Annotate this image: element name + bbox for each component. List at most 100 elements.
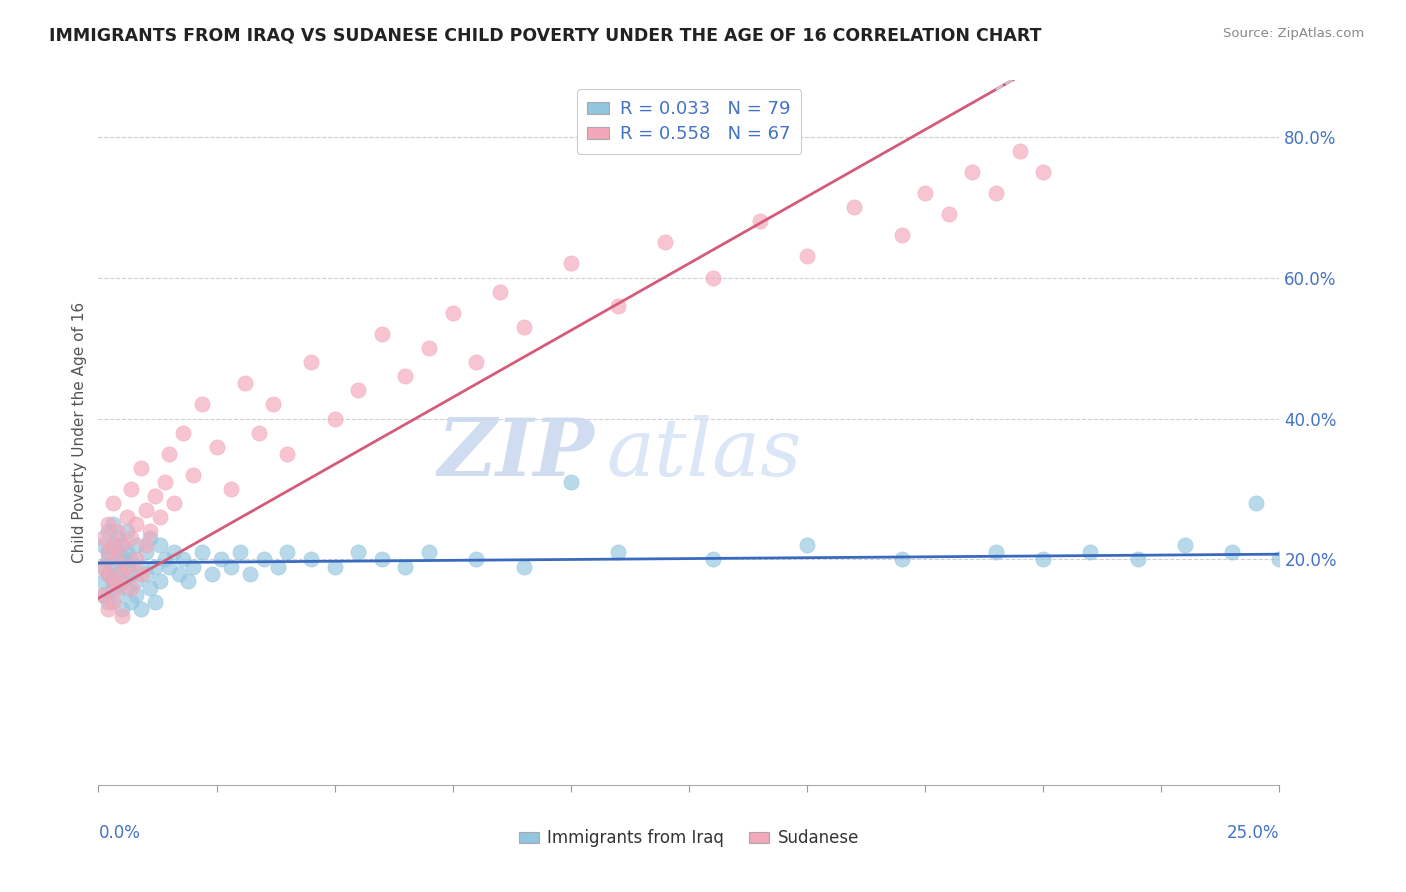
Point bbox=[125, 588, 148, 602]
Point bbox=[143, 489, 166, 503]
Point bbox=[209, 552, 232, 566]
Point bbox=[143, 559, 166, 574]
Point bbox=[1174, 538, 1197, 552]
Point bbox=[115, 581, 138, 595]
Point bbox=[105, 581, 128, 595]
Point bbox=[607, 299, 630, 313]
Point bbox=[219, 559, 242, 574]
Point bbox=[135, 566, 157, 581]
Point bbox=[607, 545, 630, 559]
Point bbox=[91, 574, 114, 588]
Point bbox=[347, 545, 370, 559]
Point bbox=[97, 601, 120, 615]
Point bbox=[105, 588, 128, 602]
Point bbox=[101, 595, 124, 609]
Point bbox=[702, 270, 724, 285]
Point bbox=[938, 207, 960, 221]
Point bbox=[91, 532, 114, 546]
Point bbox=[125, 552, 148, 566]
Point bbox=[111, 538, 134, 552]
Point bbox=[276, 545, 298, 559]
Point bbox=[181, 559, 204, 574]
Point bbox=[101, 574, 124, 588]
Point bbox=[125, 517, 148, 532]
Point bbox=[111, 608, 134, 623]
Point bbox=[97, 517, 120, 532]
Point bbox=[984, 545, 1007, 559]
Point bbox=[172, 425, 194, 440]
Point bbox=[115, 510, 138, 524]
Point bbox=[796, 538, 818, 552]
Point bbox=[560, 475, 582, 489]
Point bbox=[91, 588, 114, 602]
Point bbox=[105, 566, 128, 581]
Text: 0.0%: 0.0% bbox=[98, 824, 141, 842]
Point bbox=[201, 566, 224, 581]
Point bbox=[101, 496, 124, 510]
Point bbox=[371, 552, 394, 566]
Point bbox=[91, 538, 114, 552]
Point bbox=[157, 447, 180, 461]
Point bbox=[121, 581, 143, 595]
Point bbox=[191, 397, 214, 411]
Point bbox=[129, 559, 152, 574]
Point bbox=[91, 559, 114, 574]
Point bbox=[247, 425, 270, 440]
Point bbox=[115, 524, 138, 539]
Point bbox=[101, 517, 124, 532]
Point bbox=[181, 467, 204, 482]
Point bbox=[276, 447, 298, 461]
Point bbox=[962, 165, 984, 179]
Point bbox=[157, 559, 180, 574]
Point bbox=[323, 411, 346, 425]
Point bbox=[135, 503, 157, 517]
Point bbox=[115, 559, 138, 574]
Point bbox=[219, 482, 242, 496]
Point bbox=[149, 574, 172, 588]
Text: Source: ZipAtlas.com: Source: ZipAtlas.com bbox=[1223, 27, 1364, 40]
Point bbox=[205, 440, 228, 454]
Point bbox=[105, 524, 128, 539]
Point bbox=[267, 559, 290, 574]
Point bbox=[441, 306, 464, 320]
Point bbox=[239, 566, 262, 581]
Point bbox=[105, 545, 128, 559]
Point bbox=[299, 552, 322, 566]
Point bbox=[111, 574, 134, 588]
Point bbox=[262, 397, 284, 411]
Point bbox=[135, 545, 157, 559]
Point bbox=[253, 552, 276, 566]
Point bbox=[177, 574, 200, 588]
Point bbox=[1032, 552, 1054, 566]
Point bbox=[1268, 552, 1291, 566]
Point bbox=[97, 545, 120, 559]
Point bbox=[702, 552, 724, 566]
Point bbox=[121, 595, 143, 609]
Point bbox=[890, 228, 912, 243]
Point bbox=[101, 559, 124, 574]
Y-axis label: Child Poverty Under the Age of 16: Child Poverty Under the Age of 16 bbox=[72, 302, 87, 563]
Point bbox=[111, 566, 134, 581]
Point bbox=[97, 566, 120, 581]
Point bbox=[299, 355, 322, 369]
Point bbox=[121, 482, 143, 496]
Point bbox=[371, 326, 394, 341]
Point bbox=[394, 559, 416, 574]
Point bbox=[167, 566, 190, 581]
Point bbox=[125, 538, 148, 552]
Point bbox=[97, 595, 120, 609]
Point bbox=[139, 524, 162, 539]
Point bbox=[101, 581, 124, 595]
Point bbox=[844, 200, 866, 214]
Point bbox=[418, 341, 440, 355]
Point bbox=[139, 532, 162, 546]
Point bbox=[129, 460, 152, 475]
Point bbox=[914, 186, 936, 200]
Point bbox=[1032, 165, 1054, 179]
Text: ZIP: ZIP bbox=[437, 415, 595, 492]
Legend: Immigrants from Iraq, Sudanese: Immigrants from Iraq, Sudanese bbox=[512, 822, 866, 855]
Text: 25.0%: 25.0% bbox=[1227, 824, 1279, 842]
Point bbox=[1080, 545, 1102, 559]
Point bbox=[163, 496, 186, 510]
Point bbox=[191, 545, 214, 559]
